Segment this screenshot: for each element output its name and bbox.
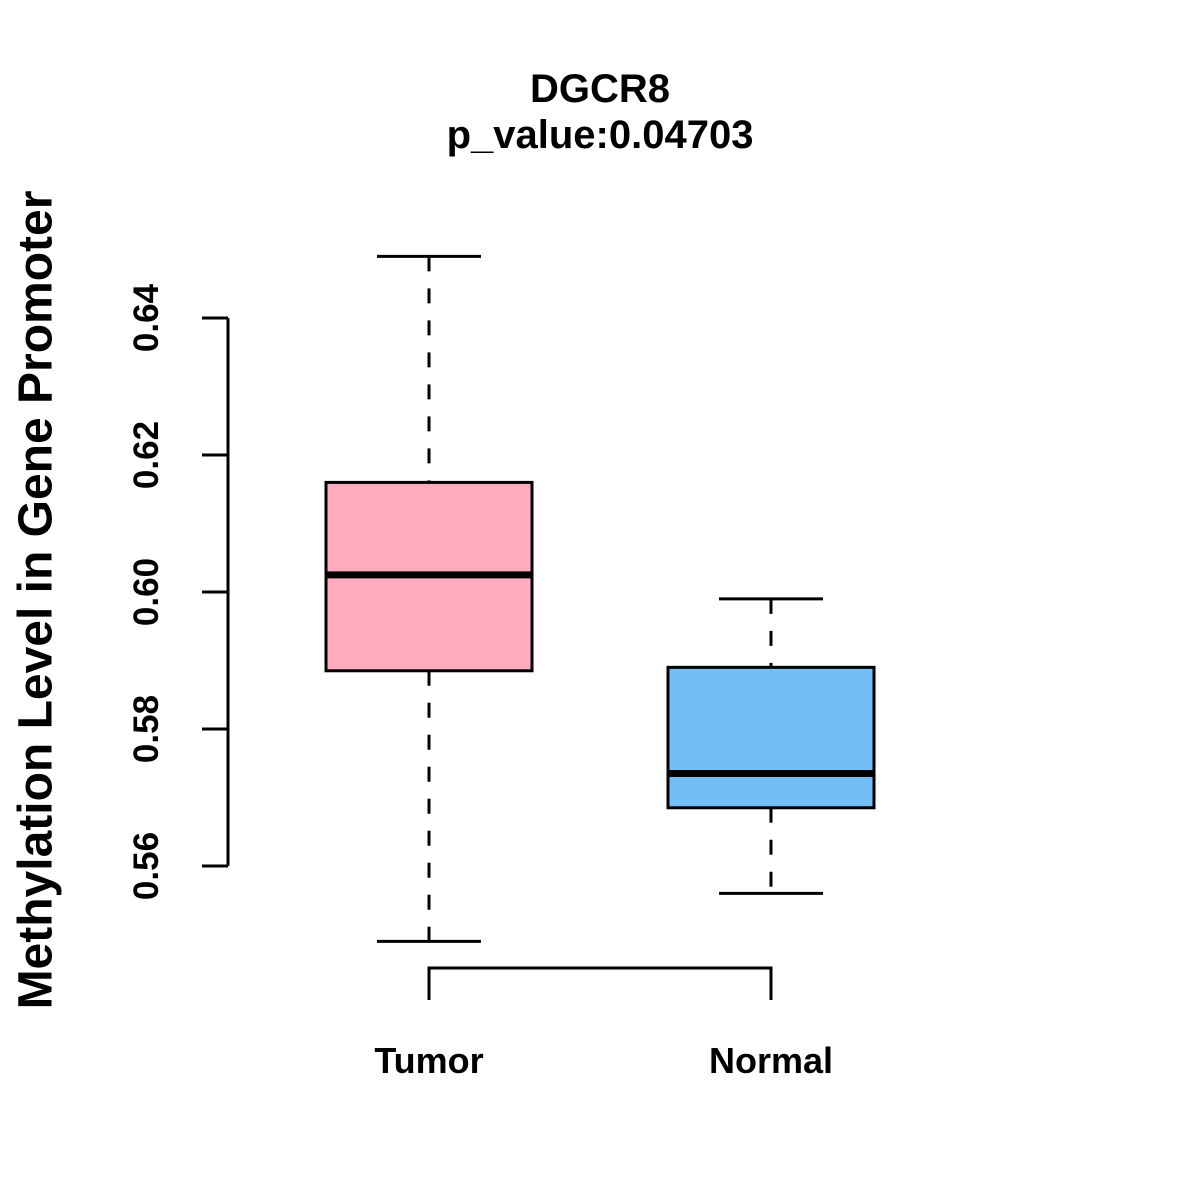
x-axis-line [427, 966, 773, 1000]
y-tick-label: 0.64 [127, 283, 166, 353]
y-tick-label: 0.60 [127, 557, 166, 627]
y-tick-label: 0.56 [127, 831, 166, 901]
x-tick-label-tumor: Tumor [374, 1040, 484, 1081]
y-tick-label: 0.62 [127, 420, 166, 490]
chart-subtitle: p_value:0.04703 [446, 113, 754, 157]
box-normal [666, 665, 876, 810]
x-tick-label-normal: Normal [708, 1040, 834, 1081]
chart-title: DGCR8 [529, 67, 671, 111]
chart-title-block: DGCR8 p_value:0.04703 [0, 66, 1200, 158]
y-tick-label: 0.58 [127, 694, 166, 764]
